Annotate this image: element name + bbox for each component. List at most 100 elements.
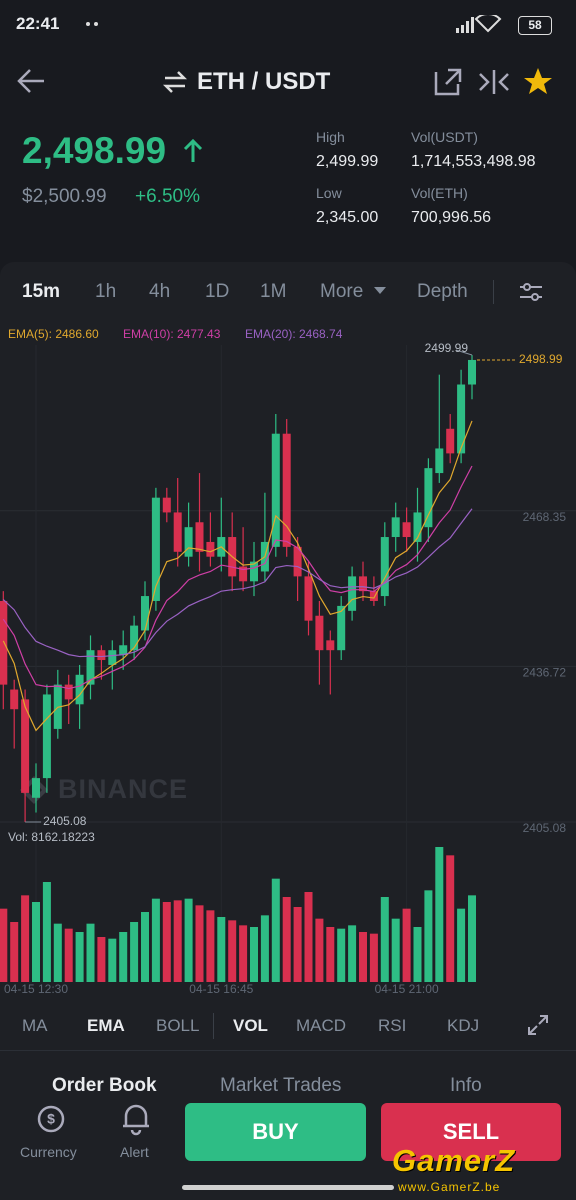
- volume-bar: [413, 927, 422, 982]
- volume-bar: [271, 878, 280, 982]
- candle-body: [435, 448, 444, 474]
- stat-value: 700,996.56: [411, 209, 492, 226]
- content-tab[interactable]: Order Book: [52, 1075, 157, 1096]
- indicator-tab[interactable]: KDJ: [447, 1016, 480, 1035]
- candle-body: [369, 591, 378, 601]
- candle-body: [326, 640, 335, 651]
- separator: [0, 1050, 576, 1051]
- x-tick-label: 04-15 21:00: [375, 982, 439, 996]
- indicator-tab[interactable]: EMA: [87, 1016, 125, 1035]
- stat-label: Vol(ETH): [411, 185, 468, 201]
- candle-body: [468, 359, 476, 385]
- volume-bar: [468, 895, 476, 982]
- interval-tab[interactable]: More: [320, 281, 364, 302]
- home-indicator: [182, 1185, 394, 1190]
- indicator-tab[interactable]: BOLL: [156, 1016, 200, 1035]
- candle-body: [402, 522, 411, 538]
- candle-body: [173, 512, 182, 552]
- swap-icon[interactable]: [162, 70, 188, 94]
- volume-bar: [402, 908, 411, 982]
- nav-label[interactable]: Alert: [120, 1144, 149, 1160]
- candle-body: [21, 699, 30, 793]
- candle-body: [119, 645, 128, 656]
- header-actions[interactable]: [432, 66, 560, 98]
- candle-body: [10, 689, 19, 710]
- change: +6.50%: [135, 186, 200, 207]
- volume-bar: [0, 908, 8, 982]
- volume-bar: [435, 847, 444, 982]
- buy-button[interactable]: BUY: [185, 1103, 366, 1161]
- volume-bar: [239, 925, 248, 982]
- candle-body: [348, 576, 357, 611]
- currency-icon[interactable]: $: [34, 1102, 68, 1136]
- alert-icon[interactable]: [120, 1102, 152, 1136]
- candle-body: [64, 684, 73, 700]
- interval-tab[interactable]: 15m: [22, 281, 61, 302]
- volume-bar: [304, 892, 313, 982]
- candle-body: [413, 512, 422, 542]
- sell-button[interactable]: SELL: [381, 1103, 561, 1161]
- pair-title[interactable]: ETH / USDT: [197, 68, 331, 95]
- volume-bar: [380, 897, 389, 982]
- expand-icon[interactable]: [526, 1013, 550, 1037]
- candle-body: [315, 615, 324, 651]
- interval-tab[interactable]: 1h: [95, 281, 117, 302]
- volume-bar: [75, 932, 84, 982]
- legend-entry: EMA(5): 2486.60: [8, 327, 99, 341]
- volume-bar: [184, 898, 193, 982]
- status-dots: [86, 22, 98, 26]
- interval-tab[interactable]: 1M: [260, 281, 287, 302]
- back-button[interactable]: [16, 66, 48, 96]
- high-marker-line: [455, 349, 473, 356]
- legend-entry: EMA(10): 2477.43: [123, 327, 221, 341]
- settings-icon[interactable]: [518, 281, 544, 303]
- volume-label: Vol: 8162.18223: [8, 830, 95, 844]
- indicator-tab[interactable]: RSI: [378, 1016, 407, 1035]
- volume-bar: [369, 933, 378, 982]
- interval-tab[interactable]: Depth: [417, 281, 468, 302]
- candle-body: [424, 468, 433, 528]
- watermark: BINANCE: [58, 774, 188, 804]
- indicator-tab[interactable]: VOL: [233, 1016, 268, 1035]
- volume-bar: [173, 900, 182, 982]
- x-tick-label: 04-15 12:30: [4, 982, 68, 996]
- volume-bar: [108, 938, 117, 982]
- candle-body: [304, 576, 313, 621]
- stat-value: 2,345.00: [316, 209, 379, 226]
- volume-bar: [457, 908, 466, 982]
- stat-label: Vol(USDT): [411, 129, 478, 145]
- volume-bar: [391, 918, 400, 982]
- interval-tab[interactable]: 4h: [149, 281, 171, 302]
- content-tab[interactable]: Market Trades: [220, 1075, 342, 1096]
- candle-body: [282, 433, 291, 547]
- volume-bar: [282, 897, 291, 982]
- stat-value: 2,499.99: [316, 153, 379, 170]
- candle-body: [391, 517, 400, 538]
- candle-body: [380, 537, 389, 597]
- candle-body: [359, 576, 367, 592]
- interval-tab[interactable]: 1D: [205, 281, 230, 302]
- volume-bar: [260, 915, 269, 982]
- volume-bar: [293, 907, 302, 982]
- volume-bar: [195, 905, 204, 982]
- candle-body: [162, 497, 171, 513]
- volume-bar: [217, 917, 226, 982]
- candle-body: [446, 428, 455, 454]
- stat-value: 1,714,553,498.98: [411, 153, 536, 170]
- ema-line: [2, 465, 473, 690]
- battery: 58: [518, 16, 552, 35]
- candle-body: [75, 674, 84, 705]
- volume-bar: [446, 855, 455, 982]
- divider: [213, 1013, 214, 1039]
- nav-label[interactable]: Currency: [20, 1144, 77, 1160]
- volume-bar: [348, 925, 357, 982]
- volume-bar: [21, 895, 30, 982]
- indicator-tab[interactable]: MACD: [296, 1016, 347, 1035]
- volume-bar: [326, 927, 335, 982]
- candle-body: [184, 527, 193, 557]
- content-tab[interactable]: Info: [450, 1075, 482, 1096]
- volume-bar: [53, 923, 62, 982]
- indicator-tab[interactable]: MA: [22, 1016, 48, 1035]
- volume-bar: [141, 912, 149, 982]
